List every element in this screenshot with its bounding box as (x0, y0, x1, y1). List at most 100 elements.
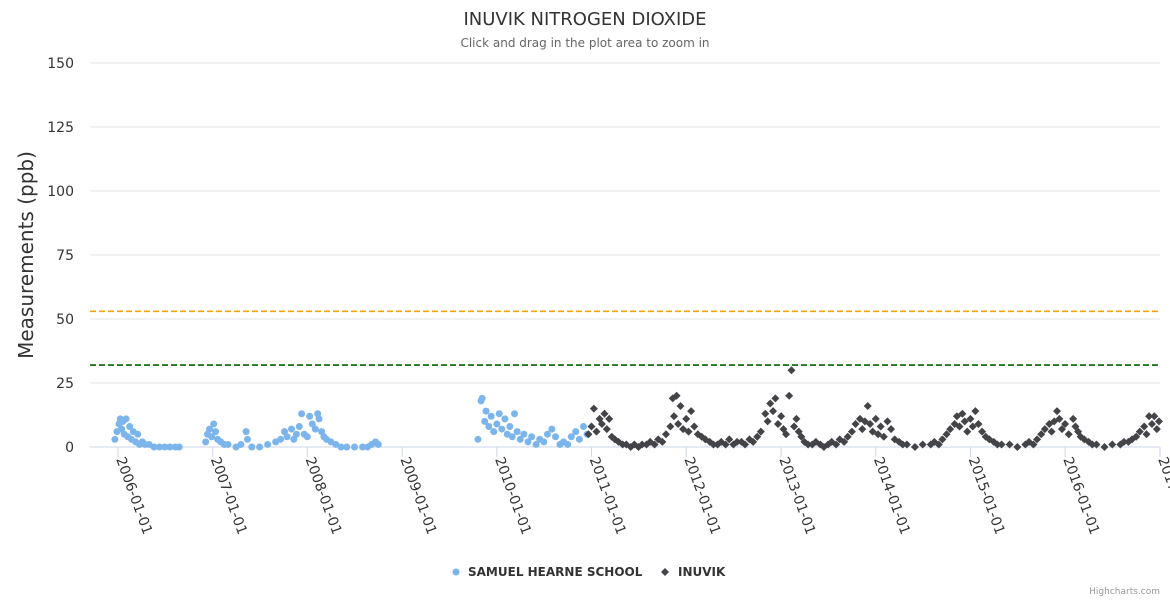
data-point (540, 438, 548, 446)
data-point (1053, 407, 1062, 416)
data-point (670, 412, 679, 421)
data-point (498, 425, 506, 433)
data-point (298, 410, 306, 418)
legend-item[interactable]: INUVIK (661, 565, 726, 579)
data-point (1142, 430, 1151, 439)
data-point (481, 417, 489, 425)
data-point (638, 440, 647, 449)
x-tick-label: 2012-01-01 (680, 455, 723, 537)
data-point (584, 430, 593, 439)
data-point (210, 420, 218, 428)
data-point (1005, 440, 1014, 449)
data-point (1055, 414, 1064, 423)
data-point (1108, 440, 1117, 449)
data-point (968, 422, 977, 431)
data-point (572, 428, 580, 436)
x-tick-label: 2016-01-01 (1059, 455, 1102, 537)
data-point (771, 394, 780, 403)
y-axis-ticks: 0 25 50 75 100 125 150 (47, 56, 74, 456)
data-point (883, 417, 892, 426)
data-point (753, 432, 762, 441)
data-point (797, 432, 806, 441)
legend-item[interactable]: SAMUEL HEARNE SCHOOL (452, 565, 643, 579)
data-point (902, 440, 911, 449)
data-point (1047, 427, 1056, 436)
plot-area[interactable] (111, 366, 1163, 451)
legend-marker-icon (452, 568, 460, 576)
data-point (490, 428, 498, 436)
data-point (876, 422, 885, 431)
data-point (952, 412, 961, 421)
data-point (288, 425, 296, 433)
data-point (871, 414, 880, 423)
data-point (650, 440, 659, 449)
data-point (485, 423, 493, 431)
data-point (672, 391, 681, 400)
y-tick-label: 100 (47, 184, 74, 200)
data-point (847, 427, 856, 436)
data-point (942, 430, 951, 439)
data-point (315, 415, 323, 423)
data-point (343, 443, 351, 451)
data-point (1057, 425, 1066, 434)
data-point (1135, 427, 1144, 436)
chart-title: INUVIK NITROGEN DIOXIDE (463, 9, 706, 30)
data-point (1040, 425, 1049, 434)
data-point (666, 422, 675, 431)
data-point (938, 435, 947, 444)
data-point (111, 435, 119, 443)
legend-label: SAMUEL HEARNE SCHOOL (468, 565, 643, 579)
data-point (866, 419, 875, 428)
data-point (1088, 440, 1097, 449)
data-point (974, 419, 983, 428)
data-point (482, 407, 490, 415)
legend[interactable]: SAMUEL HEARNE SCHOOL INUVIK (452, 565, 727, 579)
data-point (1150, 412, 1159, 421)
data-point (337, 443, 345, 451)
data-point (332, 440, 340, 448)
data-point (311, 425, 319, 433)
y-axis-label: Measurements (ppb) (14, 151, 38, 359)
data-point (661, 430, 670, 439)
data-point (946, 425, 955, 434)
data-point (495, 410, 503, 418)
data-point (359, 443, 367, 451)
data-point (592, 427, 601, 436)
data-point (756, 427, 765, 436)
data-point (887, 425, 896, 434)
data-point (605, 414, 614, 423)
data-point (1029, 440, 1038, 449)
data-point (501, 415, 509, 423)
data-point (548, 425, 556, 433)
x-tick-label: 2013-01-01 (775, 455, 818, 537)
data-point (858, 425, 867, 434)
data-point (224, 440, 232, 448)
data-point (303, 433, 311, 441)
data-point (840, 437, 849, 446)
data-point (1092, 440, 1101, 449)
x-tick-label: 2009-01-01 (396, 455, 439, 537)
data-point (741, 440, 750, 449)
data-point (122, 415, 130, 423)
x-tick-label: 2010-01-01 (491, 455, 534, 537)
data-point (1132, 432, 1141, 441)
data-point (868, 427, 877, 436)
data-point (506, 423, 514, 431)
chart-subtitle: Click and drag in the plot area to zoom … (460, 36, 709, 50)
x-tick-label: 2014-01-01 (870, 455, 913, 537)
data-point (763, 417, 772, 426)
data-point (674, 419, 683, 428)
data-point (277, 435, 285, 443)
data-point (963, 427, 972, 436)
data-point (156, 443, 164, 451)
data-point (600, 409, 609, 418)
y-tick-label: 0 (65, 440, 74, 456)
data-point (684, 427, 693, 436)
x-tick-label: 2007-01-01 (207, 455, 250, 537)
data-point (1147, 419, 1156, 428)
data-point (792, 414, 801, 423)
data-point (474, 435, 482, 443)
credits-link[interactable]: Highcharts.com (1089, 587, 1160, 597)
data-point (587, 422, 596, 431)
